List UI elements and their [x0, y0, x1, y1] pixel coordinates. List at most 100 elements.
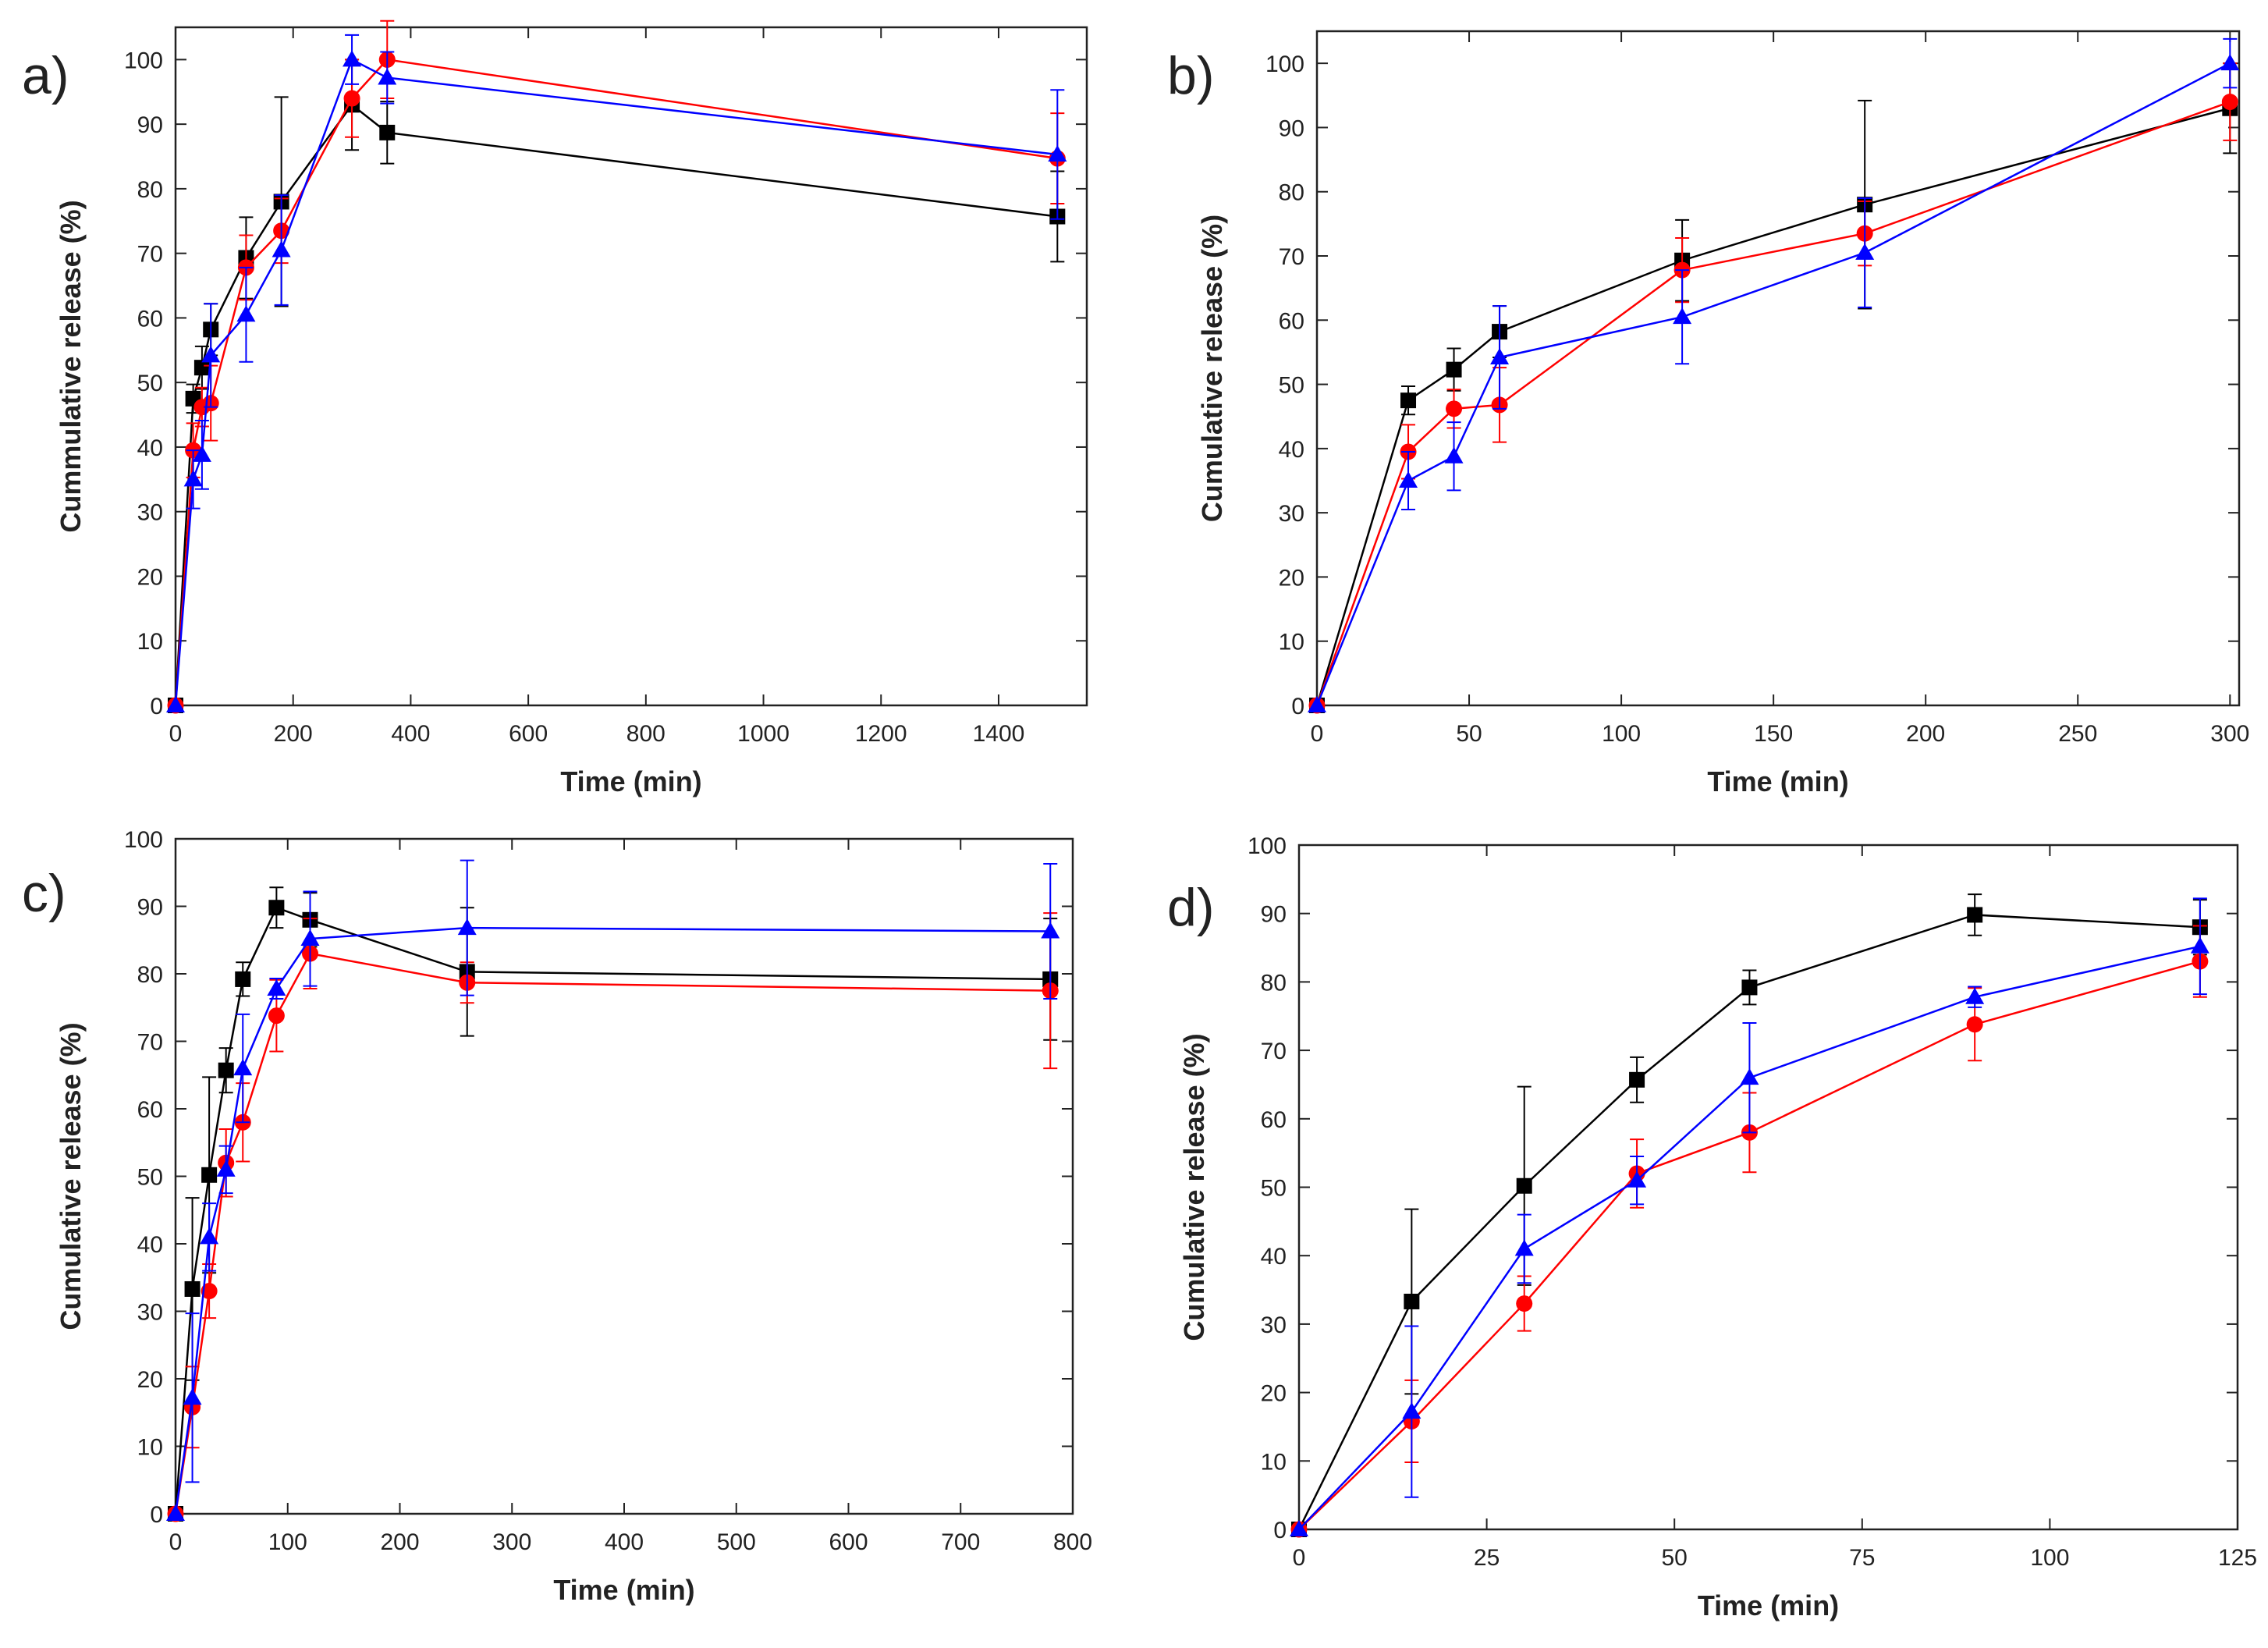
triangle-marker [192, 445, 211, 462]
circle-marker [343, 90, 360, 107]
square-marker [193, 360, 210, 376]
x-tick-label: 400 [391, 721, 430, 747]
y-tick-label: 100 [124, 48, 163, 73]
x-tick-label: 50 [1456, 721, 1482, 747]
y-tick-label: 70 [1279, 244, 1304, 270]
y-tick-label: 60 [1261, 1107, 1287, 1133]
circle-marker [1966, 1016, 1983, 1033]
y-tick-label: 10 [137, 629, 163, 655]
triangle-marker [233, 1059, 253, 1076]
plot-frame [1315, 30, 2241, 707]
y-tick-label: 90 [1261, 902, 1287, 928]
panel-label: c) [22, 864, 66, 923]
triangle-marker [1673, 307, 1692, 325]
x-tick-label: 0 [169, 721, 183, 747]
y-axis-title: Cummulative release (%) [55, 200, 87, 532]
x-tick-label: 800 [626, 721, 665, 747]
square-marker [1741, 979, 1758, 996]
x-tick-label: 200 [1906, 721, 1945, 747]
triangle-marker [236, 305, 256, 322]
x-tick-label: 500 [717, 1529, 756, 1555]
x-tick-label: 1000 [737, 721, 790, 747]
black-series [1291, 893, 2208, 1537]
x-tick-label: 200 [380, 1529, 419, 1555]
triangle-marker [457, 918, 477, 936]
triangle-marker [1627, 1170, 1647, 1188]
x-tick-label: 25 [1474, 1545, 1500, 1571]
triangle-marker [1855, 243, 1875, 260]
square-marker [379, 124, 396, 140]
triangle-marker [343, 50, 362, 67]
x-tick-label: 250 [2058, 721, 2097, 747]
square-marker [1400, 392, 1417, 409]
y-tick-label: 70 [137, 1030, 163, 1056]
red-series [1308, 62, 2238, 714]
circle-marker [268, 1007, 285, 1025]
y-tick-label: 0 [1273, 1518, 1287, 1543]
y-tick-label: 90 [137, 112, 163, 138]
square-marker [268, 900, 285, 916]
triangle-marker [1402, 1402, 1421, 1419]
y-axis-title: Cumulative release (%) [55, 1022, 87, 1330]
triangle-marker [378, 68, 397, 85]
red-series [167, 912, 1059, 1522]
y-tick-label: 30 [1279, 501, 1304, 527]
y-tick-label: 60 [1279, 308, 1304, 334]
y-tick-label: 0 [1291, 694, 1304, 719]
series-line [174, 926, 1051, 1515]
y-tick-label: 90 [1279, 115, 1304, 141]
square-marker [218, 1062, 234, 1078]
triangle-marker [1444, 446, 1464, 464]
y-tick-label: 10 [137, 1435, 163, 1461]
triangle-marker [1048, 145, 1067, 162]
y-tick-label: 70 [1261, 1039, 1287, 1064]
panel-a: a) 0 200 400 600 800 1000 1200 1400 0 10 20 30 40 50 60… [22, 20, 1088, 797]
x-tick-label: 125 [2218, 1545, 2257, 1571]
y-tick-label: 100 [1248, 833, 1287, 859]
y-tick-label: 10 [1261, 1449, 1287, 1475]
triangle-marker [2190, 936, 2209, 954]
circle-marker [1516, 1295, 1533, 1312]
y-tick-label: 20 [137, 1367, 163, 1393]
triangle-marker [1740, 1068, 1759, 1085]
triangle-marker [272, 240, 291, 258]
series-line [174, 103, 1058, 706]
red-series [167, 20, 1066, 714]
triangle-marker [201, 346, 221, 363]
y-tick-label: 20 [1261, 1381, 1287, 1407]
triangle-marker [1399, 471, 1418, 488]
triangle-marker [300, 929, 320, 947]
x-tick-label: 1200 [855, 721, 907, 747]
x-tick-label: 300 [492, 1529, 531, 1555]
panel-label: a) [22, 46, 69, 105]
triangle-marker [1490, 348, 1510, 365]
x-tick-label: 400 [605, 1529, 644, 1555]
series-line [1297, 914, 2200, 1530]
triangle-marker [166, 696, 185, 712]
series-line [174, 58, 1058, 706]
x-tick-label: 100 [268, 1529, 307, 1555]
y-tick-label: 80 [1261, 970, 1287, 996]
triangle-marker [183, 470, 203, 487]
triangle-marker [200, 1227, 219, 1245]
x-axis-title: Time (min) [553, 1574, 694, 1606]
x-tick-label: 600 [509, 721, 548, 747]
series-line [174, 59, 1058, 706]
x-tick-label: 0 [169, 1529, 183, 1555]
y-tick-label: 80 [137, 962, 163, 988]
y-tick-label: 20 [137, 564, 163, 590]
y-axis-title: Cumulative release (%) [1178, 1033, 1210, 1341]
y-tick-label: 80 [137, 177, 163, 203]
black-series [168, 59, 1066, 713]
y-tick-label: 40 [1261, 1244, 1287, 1270]
red-series [1290, 925, 2209, 1538]
circle-marker [1446, 400, 1463, 417]
series-line [174, 952, 1051, 1515]
blue-series [1308, 37, 2240, 712]
circle-marker [2221, 94, 2238, 111]
y-tick-label: 50 [1279, 373, 1304, 399]
x-tick-label: 1400 [973, 721, 1025, 747]
y-tick-label: 60 [137, 1097, 163, 1123]
panel-label: b) [1167, 46, 1214, 105]
